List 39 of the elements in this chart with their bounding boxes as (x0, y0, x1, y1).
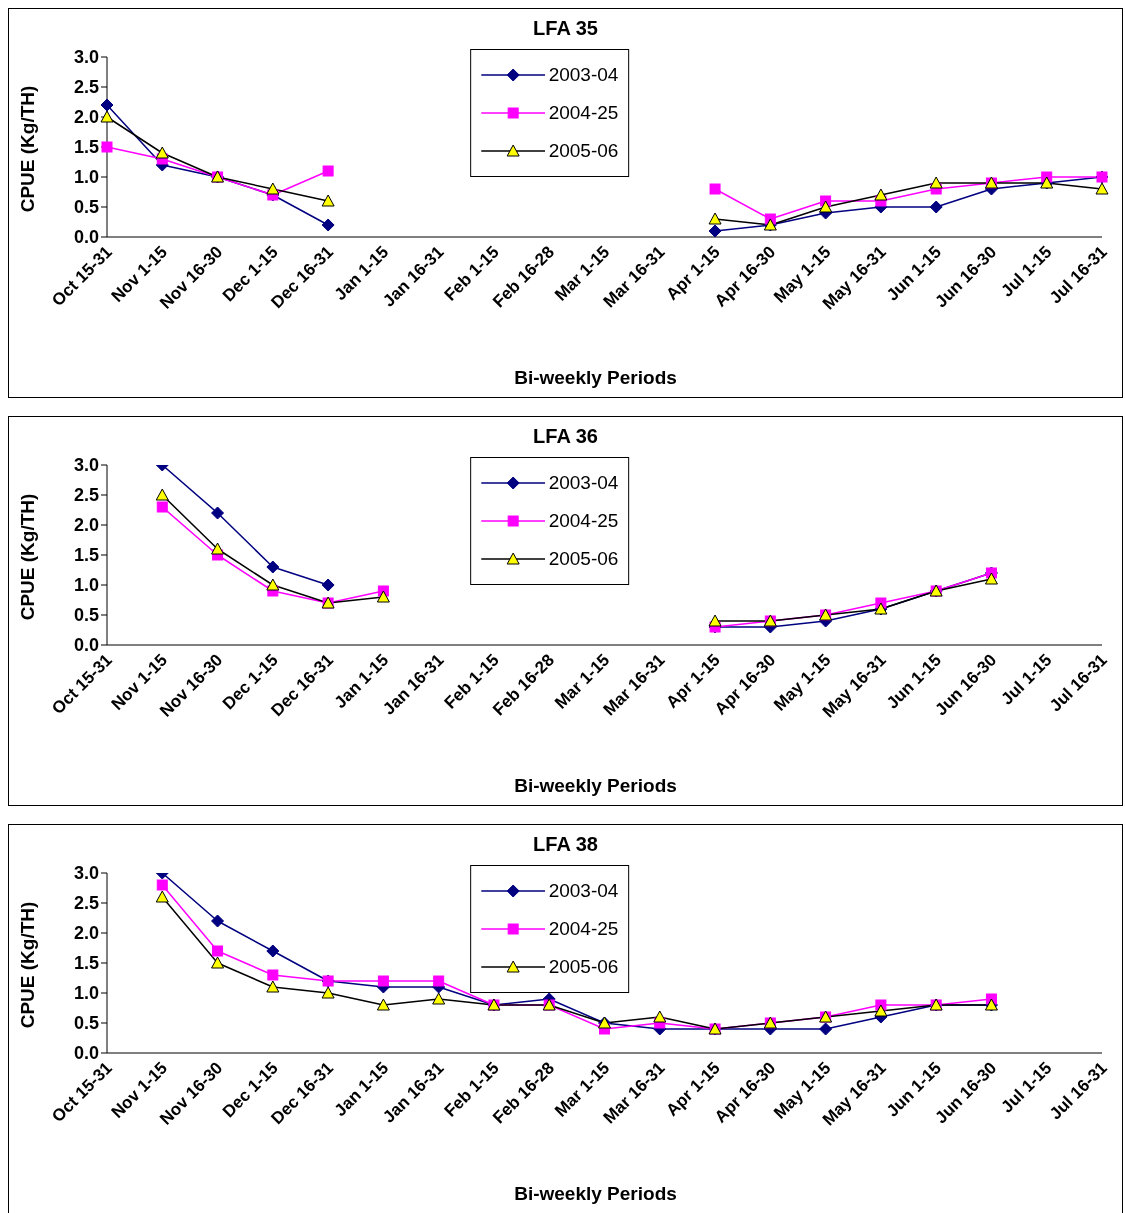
y-tick-label: 1.5 (73, 953, 99, 974)
legend-label: 2004-25 (548, 102, 619, 124)
y-axis-title: CPUE (Kg/TH) (17, 901, 39, 1029)
chart-title: LFA 35 (532, 17, 599, 40)
y-tick-label: 0.5 (73, 1013, 99, 1034)
y-tick-label: 1.0 (73, 575, 99, 596)
legend-label: 2003-04 (548, 880, 619, 902)
y-tick-label: 0.0 (73, 227, 99, 248)
y-axis-title: CPUE (Kg/TH) (17, 493, 39, 621)
legend-label: 2005-06 (548, 956, 619, 978)
legend-label: 2004-25 (548, 510, 619, 532)
legend-label: 2003-04 (548, 472, 619, 494)
y-tick-label: 3.0 (73, 863, 99, 884)
y-tick-label: 2.5 (73, 485, 99, 506)
y-tick-label: 1.5 (73, 137, 99, 158)
y-tick-label: 2.0 (73, 923, 99, 944)
chart-title: LFA 36 (532, 425, 599, 448)
legend-label: 2005-06 (548, 548, 619, 570)
chart-title: LFA 38 (532, 833, 599, 856)
y-tick-label: 2.0 (73, 515, 99, 536)
legend-label: 2005-06 (548, 140, 619, 162)
y-tick-label: 0.5 (73, 605, 99, 626)
x-axis-title: Bi-weekly Periods (513, 1183, 678, 1205)
x-axis-title: Bi-weekly Periods (513, 367, 678, 389)
y-tick-label: 1.0 (73, 167, 99, 188)
y-tick-label: 3.0 (73, 47, 99, 68)
y-tick-label: 3.0 (73, 455, 99, 476)
y-tick-label: 1.5 (73, 545, 99, 566)
y-axis-title: CPUE (Kg/TH) (17, 85, 39, 213)
legend-label: 2004-25 (548, 918, 619, 940)
y-tick-label: 2.5 (73, 77, 99, 98)
legend-label: 2003-04 (548, 64, 619, 86)
y-tick-label: 0.0 (73, 1043, 99, 1064)
y-tick-label: 1.0 (73, 983, 99, 1004)
y-tick-label: 0.5 (73, 197, 99, 218)
y-tick-label: 0.0 (73, 635, 99, 656)
y-tick-label: 2.0 (73, 107, 99, 128)
y-tick-label: 2.5 (73, 893, 99, 914)
x-axis-title: Bi-weekly Periods (513, 775, 678, 797)
